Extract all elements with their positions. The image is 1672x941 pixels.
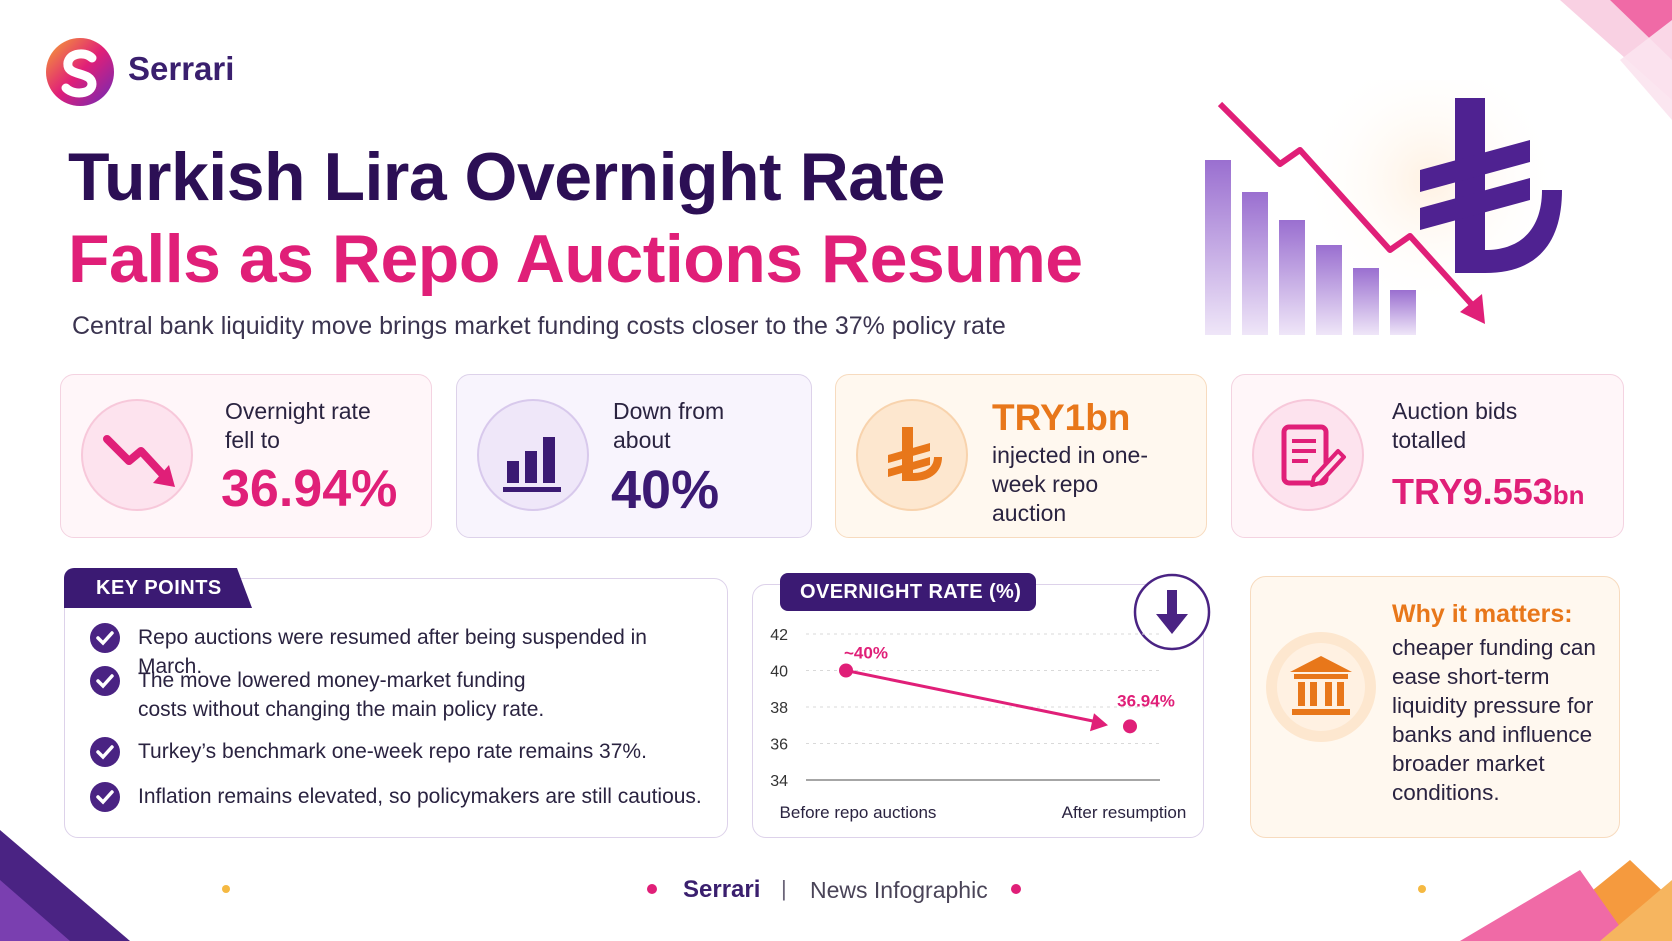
stat-value-unit: bn [1552,480,1585,510]
key-points-heading: KEY POINTS [64,568,252,608]
headline-line-2: Falls as Repo Auctions Resume [68,221,1083,297]
why-it-matters-title: Why it matters: [1392,600,1573,628]
corner-decoration-bottom-right [1460,860,1672,941]
y-tick-label: 38 [770,700,788,717]
stat-icon-circle [1252,399,1364,511]
bank-icon [1266,632,1376,742]
chart-title: OVERNIGHT RATE (%) [780,573,1036,611]
footer-line-left [222,884,657,894]
stat-label: Auction bids totalled [1392,398,1518,453]
stat-card-overnight-rate: Overnight rate fell to 36.94% [60,374,432,538]
why-it-matters-body: cheaper funding can ease short-term liqu… [1392,635,1596,805]
brand-name: Serrari [128,50,235,87]
down-arrow-badge-icon [1133,573,1211,651]
serrari-logo-icon [46,38,114,106]
data-label: 36.94% [1117,691,1175,710]
overnight-rate-chart: 42 40 38 36 34 Before repo auctions After resu… [770,627,1187,822]
footer-subtitle: News Infographic [810,877,988,903]
stat-value: 40% [611,460,720,520]
stat-label: Overnight rate fell to [225,398,371,453]
x-tick-label: After resumption [1062,803,1187,822]
stat-icon-circle [81,399,193,511]
check-icon [90,623,120,653]
lira-icon [888,427,942,481]
y-tick-label: 36 [770,737,788,754]
data-point [839,663,853,678]
stat-label: Down from about [613,398,725,453]
footer-brand: Serrari [683,876,761,903]
stat-value: TRY9.553bn [1392,471,1585,513]
stat-card-injection: TRY1bn injected in one-week repo auction [835,374,1207,538]
data-point [1123,719,1137,734]
key-point-text: Inflation remains elevated, so policymak… [138,785,702,808]
key-point-text: The move lowered money-market funding co… [138,669,545,721]
bar-chart-icon [503,437,561,492]
trend-down-icon [103,435,175,487]
stat-value: TRY1bn [992,397,1131,438]
check-icon [90,782,120,812]
headline-subtitle: Central bank liquidity move brings marke… [72,312,1006,340]
series-arrowhead [1090,713,1108,732]
falling-lira-illustration [1205,80,1562,335]
footer-separator: | [781,876,787,901]
stat-icon-circle [856,399,968,511]
key-points-panel [64,578,728,838]
footer-line-right [1011,884,1426,894]
stat-card-bids: Auction bids totalled TRY9.553bn [1231,374,1624,538]
y-tick-label: 42 [770,627,788,644]
x-tick-label: Before repo auctions [780,803,937,822]
key-point-text: Turkey’s benchmark one-week repo rate re… [138,740,647,763]
stat-icon-circle [477,399,589,511]
stat-label: injected in one-week repo auction [992,442,1148,526]
key-point-text: Repo auctions were resumed after being s… [138,626,647,678]
stat-value: 36.94% [221,460,398,518]
series-line [845,669,1095,723]
document-pen-icon [1281,424,1346,487]
check-icon [90,737,120,767]
corner-decoration-top-right [1560,0,1672,120]
corner-decoration-bottom-left [0,830,130,941]
chart-panel [752,584,1204,838]
stat-value-number: TRY9.553 [1392,471,1553,512]
check-icon [90,666,120,696]
data-label: ~40% [844,644,888,663]
stat-card-down-from: Down from about 40% [456,374,812,538]
y-tick-label: 34 [770,773,788,790]
headline-line-1: Turkish Lira Overnight Rate [68,139,945,215]
y-tick-label: 40 [770,664,788,681]
